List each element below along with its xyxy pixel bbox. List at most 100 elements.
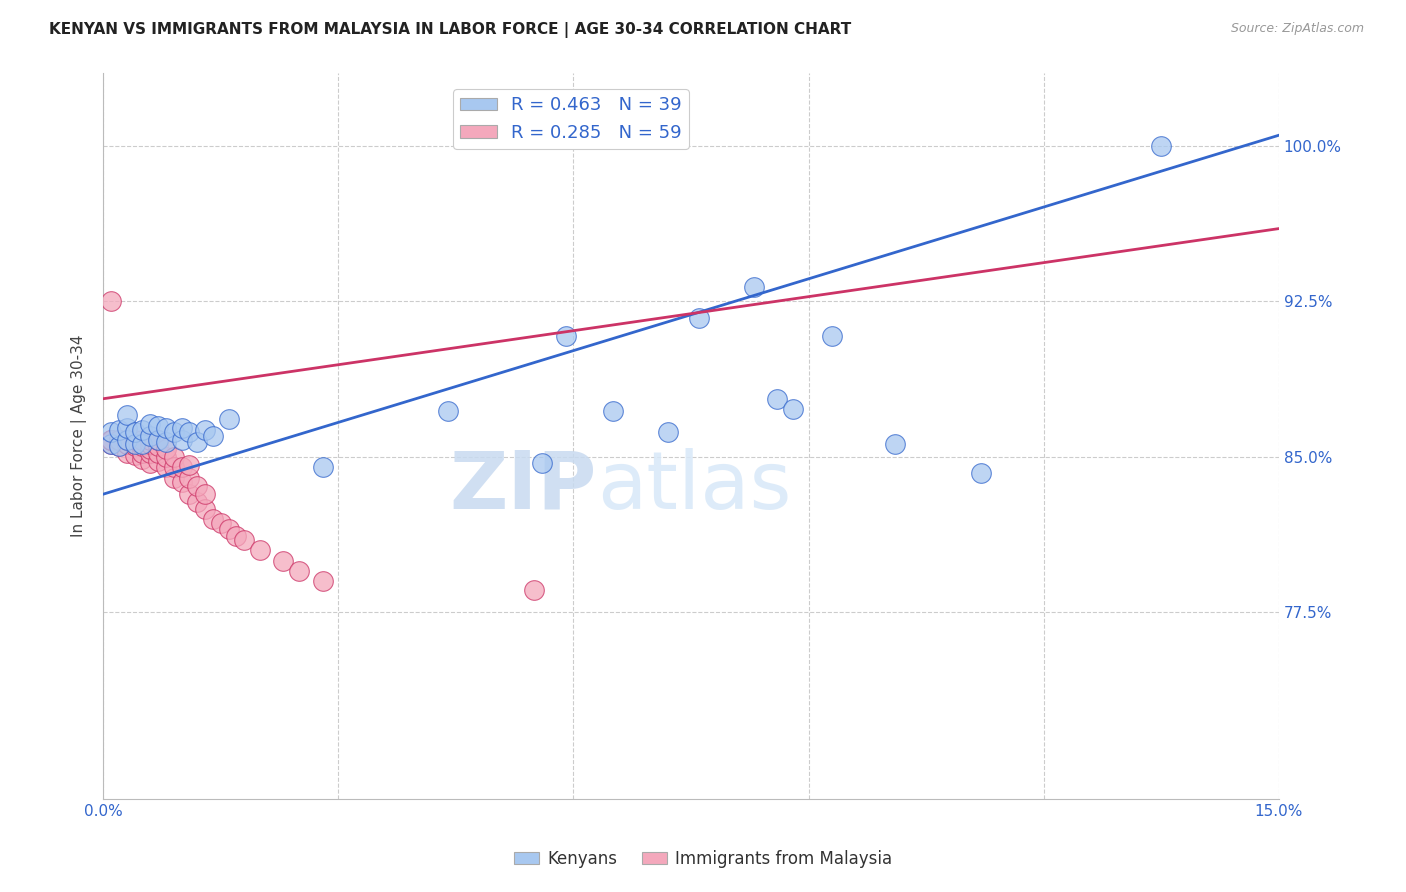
Point <box>139 445 162 459</box>
Point <box>100 434 122 448</box>
Point <box>766 392 789 406</box>
Point <box>155 450 177 464</box>
Point <box>124 437 146 451</box>
Point <box>170 460 193 475</box>
Point <box>554 329 576 343</box>
Point <box>883 437 905 451</box>
Point <box>146 418 169 433</box>
Point <box>131 445 153 459</box>
Point <box>437 404 460 418</box>
Point <box>139 417 162 431</box>
Point <box>100 425 122 439</box>
Point <box>225 529 247 543</box>
Point <box>186 479 208 493</box>
Point <box>115 434 138 448</box>
Point <box>186 495 208 509</box>
Point <box>131 434 153 448</box>
Point <box>194 423 217 437</box>
Point <box>115 434 138 448</box>
Text: ZIP: ZIP <box>450 448 598 526</box>
Y-axis label: In Labor Force | Age 30-34: In Labor Force | Age 30-34 <box>72 334 87 537</box>
Point <box>100 434 122 448</box>
Point <box>146 434 169 448</box>
Point <box>602 404 624 418</box>
Point <box>115 437 138 451</box>
Point <box>163 470 186 484</box>
Point <box>312 460 335 475</box>
Point <box>201 512 224 526</box>
Point <box>131 451 153 466</box>
Point <box>179 470 201 484</box>
Point <box>115 421 138 435</box>
Point <box>146 445 169 459</box>
Point <box>249 543 271 558</box>
Point <box>163 460 186 475</box>
Point <box>139 437 162 451</box>
Point <box>531 456 554 470</box>
Point <box>139 429 162 443</box>
Point <box>131 439 153 453</box>
Point <box>288 564 311 578</box>
Text: atlas: atlas <box>598 448 792 526</box>
Point <box>170 434 193 448</box>
Legend: R = 0.463   N = 39, R = 0.285   N = 59: R = 0.463 N = 39, R = 0.285 N = 59 <box>453 89 689 149</box>
Point <box>273 553 295 567</box>
Point <box>124 437 146 451</box>
Point <box>179 487 201 501</box>
Point <box>163 425 186 439</box>
Point <box>124 439 146 453</box>
Point <box>115 437 138 451</box>
Point <box>100 434 122 448</box>
Point <box>115 445 138 459</box>
Point <box>108 434 131 448</box>
Point <box>108 439 131 453</box>
Point <box>218 523 240 537</box>
Point <box>100 437 122 451</box>
Point <box>131 437 153 451</box>
Point <box>218 412 240 426</box>
Point <box>108 423 131 437</box>
Point <box>139 456 162 470</box>
Point <box>179 458 201 472</box>
Point <box>124 434 146 448</box>
Point <box>139 442 162 456</box>
Point <box>179 425 201 439</box>
Point <box>115 434 138 448</box>
Point <box>170 421 193 435</box>
Point <box>108 434 131 448</box>
Point <box>155 442 177 456</box>
Point <box>100 437 122 451</box>
Point <box>100 294 122 309</box>
Point <box>131 423 153 437</box>
Point <box>233 533 256 547</box>
Text: KENYAN VS IMMIGRANTS FROM MALAYSIA IN LABOR FORCE | AGE 30-34 CORRELATION CHART: KENYAN VS IMMIGRANTS FROM MALAYSIA IN LA… <box>49 22 852 38</box>
Point <box>170 475 193 489</box>
Point <box>100 434 122 448</box>
Point <box>782 402 804 417</box>
Point <box>523 582 546 597</box>
Point <box>186 435 208 450</box>
Point <box>1150 138 1173 153</box>
Point <box>970 467 993 481</box>
Point <box>108 439 131 453</box>
Point <box>194 501 217 516</box>
Point <box>108 434 131 448</box>
Point <box>155 460 177 475</box>
Point <box>821 329 844 343</box>
Text: Source: ZipAtlas.com: Source: ZipAtlas.com <box>1230 22 1364 36</box>
Point <box>657 425 679 439</box>
Point <box>124 448 146 462</box>
Point <box>146 434 169 448</box>
Legend: Kenyans, Immigrants from Malaysia: Kenyans, Immigrants from Malaysia <box>508 844 898 875</box>
Point <box>742 279 765 293</box>
Point <box>209 516 232 531</box>
Point <box>124 425 146 439</box>
Point <box>155 435 177 450</box>
Point <box>155 421 177 435</box>
Point <box>108 434 131 448</box>
Point <box>312 574 335 589</box>
Point <box>100 434 122 448</box>
Point <box>139 434 162 448</box>
Point <box>201 429 224 443</box>
Point <box>688 310 710 325</box>
